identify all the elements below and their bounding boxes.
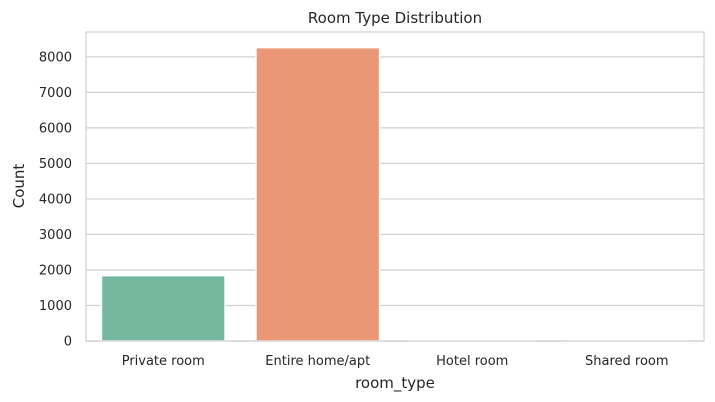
x-tick-label: Hotel room xyxy=(436,354,508,369)
y-tick-label: 7000 xyxy=(39,86,72,101)
y-tick-label: 2000 xyxy=(39,263,72,278)
y-axis-label: Count xyxy=(10,164,28,209)
y-tick-label: 3000 xyxy=(39,228,72,243)
y-tick-label: 4000 xyxy=(39,192,72,207)
y-tick-labels: 0 1000 2000 3000 4000 5000 6000 7000 8000 xyxy=(39,50,72,349)
x-tick-label: Private room xyxy=(122,354,205,369)
bar-entire-home-apt xyxy=(255,46,381,342)
y-tick-label: 0 xyxy=(64,335,72,350)
y-tick-label: 8000 xyxy=(39,50,72,65)
x-axis-label: room_type xyxy=(355,374,435,393)
x-tick-label: Shared room xyxy=(585,354,669,369)
bar-private-room xyxy=(100,274,226,342)
y-tick-label: 1000 xyxy=(39,299,72,314)
y-tick-label: 6000 xyxy=(39,121,72,136)
bars xyxy=(100,46,690,342)
chart-title: Room Type Distribution xyxy=(308,9,482,27)
x-tick-label: Entire home/apt xyxy=(265,354,370,369)
plot-frame xyxy=(85,31,705,342)
x-tick-labels: Private room Entire home/apt Hotel room Sha… xyxy=(122,354,669,369)
y-tick-label: 5000 xyxy=(39,157,72,172)
